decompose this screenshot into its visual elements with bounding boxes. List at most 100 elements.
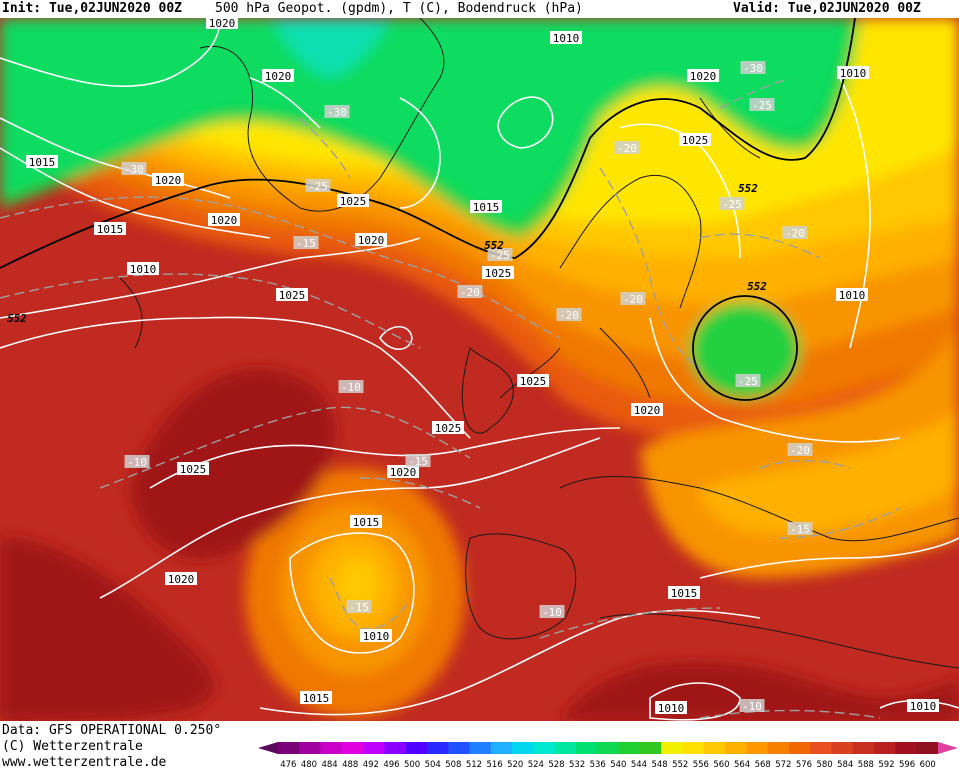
colorbar-tick-label: 560	[713, 760, 729, 768]
colorbar-swatch	[810, 742, 833, 754]
temperature-label: -20	[614, 141, 640, 155]
weather-map[interactable]: 1020 1010 1020 1020 1010 1025 1015 1020 1025 1015…	[0, 18, 959, 721]
temperature-label-text: -20	[617, 142, 637, 155]
isobar-label: 1015	[300, 691, 332, 705]
temperature-label: -30	[324, 105, 350, 119]
colorbar-max-arrow	[938, 742, 958, 754]
isobar-label-text: 1010	[363, 630, 390, 643]
temperature-label-text: -20	[623, 293, 643, 306]
colorbar-tick-label: 572	[775, 760, 791, 768]
colorbar-swatch	[554, 742, 577, 754]
temperature-label: -10	[338, 380, 364, 394]
temperature-label: -20	[787, 443, 813, 457]
isobar-label: 1015	[668, 586, 700, 600]
isobar-label-text: 1025	[520, 375, 547, 388]
isobar-label-text: 1020	[209, 18, 236, 30]
isobar-label-text: 1020	[390, 466, 417, 479]
colorbar-tick-label: 592	[878, 760, 894, 768]
temperature-label: -30	[121, 162, 147, 176]
isobar-label: 1025	[679, 133, 711, 147]
colorbar-swatch	[767, 742, 790, 754]
isobar-label-text: 1010	[658, 702, 685, 715]
colorbar-tick-label: 496	[383, 760, 399, 768]
isobar-label: 1025	[517, 374, 549, 388]
isobar-label: 1020	[387, 465, 419, 479]
colorbar-svg: 476 480 484 488 492 496 500 504 508 512 516 520 524 5…	[258, 742, 958, 770]
colorbar-tick-label: 512	[466, 760, 482, 768]
temperature-label-text: -10	[742, 700, 762, 713]
copyright-text: (C) Wetterzentrale	[2, 739, 143, 754]
temperature-label: -30	[740, 61, 766, 75]
isobar-label-text: 1015	[473, 201, 500, 214]
isobar-label: 1020	[631, 403, 663, 417]
colorbar-tick-label: 544	[631, 760, 647, 768]
colorbar-swatch	[874, 742, 896, 754]
isobar-label-text: 1010	[839, 289, 866, 302]
colorbar-swatch	[682, 742, 705, 754]
colorbar-tick-label: 588	[858, 760, 874, 768]
isobar-label: 1025	[177, 462, 209, 476]
isobar-label-text: 1025	[435, 422, 462, 435]
geopotential-label: 552	[738, 182, 758, 195]
colorbar-tick-label: 532	[569, 760, 585, 768]
isobars	[0, 18, 959, 721]
isobar-label: 1025	[337, 194, 369, 208]
website-link[interactable]: www.wetterzentrale.de	[2, 755, 167, 770]
colorbar-tick-label: 568	[755, 760, 771, 768]
temperature-label-text: -20	[460, 286, 480, 299]
temperature-label: -25	[719, 197, 745, 211]
temperature-label-text: -25	[490, 249, 510, 262]
colorbar-tick-label: 580	[816, 760, 832, 768]
isobar-label-text: 1025	[180, 463, 207, 476]
colorbar-swatch	[703, 742, 726, 754]
colorbar-swatch	[852, 742, 875, 754]
colorbar-swatch	[661, 742, 684, 754]
isobar-label: 1015	[94, 222, 126, 236]
temperature-label-text: -25	[752, 99, 772, 112]
isobar-label-text: 1020	[211, 214, 238, 227]
isobar-label: 1010	[127, 262, 159, 276]
isobar-label: 1020	[206, 18, 238, 30]
isobar-label-text: 1015	[353, 516, 380, 529]
colorbar-swatch	[512, 742, 534, 754]
geopotential-label: 552	[747, 280, 767, 293]
temperature-label: -10	[739, 699, 765, 713]
coastlines	[119, 18, 959, 669]
isobar-label-text: 1025	[485, 267, 512, 280]
colorbar-swatch	[320, 742, 343, 754]
temperature-label: -10	[124, 455, 150, 469]
isobar-label-text: 1020	[265, 70, 292, 83]
colorbar-tick-label: 552	[672, 760, 688, 768]
isobar-label: 1015	[350, 515, 382, 529]
geopotential-label-text: 552	[738, 182, 758, 195]
colorbar-tick-label: 564	[734, 760, 750, 768]
isobar-label: 1025	[482, 266, 514, 280]
temperature-label: -25	[487, 248, 513, 262]
isobar-label: 1020	[355, 233, 387, 247]
temperature-label: -15	[346, 600, 372, 614]
colorbar-tick-label: 484	[321, 760, 337, 768]
isobar-label: 1010	[907, 699, 939, 713]
isobar-label-text: 1020	[155, 174, 182, 187]
colorbar-swatch	[895, 742, 918, 754]
geopotential-552-contour	[0, 18, 856, 401]
isobar-label-text: 1025	[340, 195, 367, 208]
isobar-label: 1020	[152, 173, 184, 187]
colorbar-tick-label: 576	[796, 760, 812, 768]
isobar-label-text: 1015	[97, 223, 124, 236]
colorbar-swatch	[831, 742, 854, 754]
colorbar-tick-label: 492	[363, 760, 379, 768]
colorbar-min-arrow	[258, 742, 278, 754]
colorbar-swatch	[299, 742, 322, 754]
isobar-label-text: 1010	[553, 32, 580, 45]
isobar-label-text: 1015	[671, 587, 698, 600]
colorbar-tick-label: 500	[404, 760, 420, 768]
colorbar-tick-label: 556	[693, 760, 709, 768]
colorbar-swatch	[597, 742, 620, 754]
colorbar-tick-label: 508	[445, 760, 461, 768]
temperature-label: -25	[735, 374, 761, 388]
temperature-label-text: -20	[559, 309, 579, 322]
temperature-label: -20	[457, 285, 483, 299]
colorbar-swatch	[639, 742, 662, 754]
colorbar-swatch	[405, 742, 428, 754]
